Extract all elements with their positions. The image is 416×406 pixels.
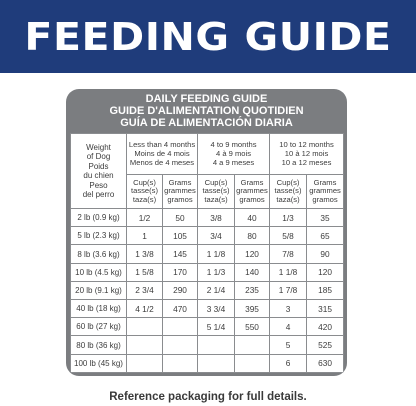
feeding-table: Weight of Dog Poids du chien Peso del pe… (70, 132, 345, 374)
grams-cell (162, 353, 198, 374)
grams-cell: 470 (162, 299, 198, 319)
cups-cell: 1 1/8 (269, 262, 308, 282)
card-title-line: GUÍA DE ALIMENTACIÓN DIARIA (120, 117, 293, 129)
cups-header: Cup(s) tasse(s) taza(s) (197, 173, 235, 210)
table-row: 100 lb (45 kg) 6 630 (70, 353, 345, 374)
grams-cell: 140 (233, 262, 271, 282)
table-row: 2 lb (0.9 kg) 1/2 50 3/8 40 1/3 35 (70, 208, 345, 228)
grams-cell: 630 (306, 353, 345, 374)
grams-header: Grams grammes gramos (306, 173, 345, 210)
cups-cell: 5/8 (269, 226, 308, 246)
table-row: 8 lb (3.6 kg) 1 3/8 145 1 1/8 120 7/8 90 (70, 244, 345, 264)
grams-cell: 290 (162, 280, 198, 301)
card-title-line: GUIDE D'ALIMENTATION QUOTIDIEN (109, 105, 304, 117)
cups-cell (126, 317, 163, 337)
cups-cell: 3 (269, 299, 308, 319)
cups-cell: 4 1/2 (126, 299, 163, 319)
weight-cell: 100 lb (45 kg) (70, 353, 127, 374)
card-title-line: DAILY FEEDING GUIDE (145, 93, 268, 105)
grams-cell (162, 317, 198, 337)
cups-cell: 5 1/4 (197, 317, 235, 337)
cups-cell: 3/4 (197, 226, 235, 246)
footer-note: Reference packaging for full details. (109, 391, 307, 403)
grams-header: Grams grammes gramos (162, 173, 198, 210)
cups-cell: 1 7/8 (269, 280, 308, 301)
cups-header: Cup(s) tasse(s) taza(s) (269, 173, 308, 210)
table-row: 20 lb (9.1 kg) 2 3/4 290 2 1/4 235 1 7/8 185 (70, 280, 345, 301)
grams-cell: 395 (233, 299, 271, 319)
cups-cell: 5 (269, 335, 308, 355)
age-group-header: 10 to 12 months 10 à 12 mois 10 a 12 mes… (269, 133, 345, 175)
cups-cell: 1 5/8 (126, 262, 163, 282)
grams-cell (233, 335, 271, 355)
table-row: 5 lb (2.3 kg) 1 105 3/4 80 5/8 65 (70, 226, 345, 246)
grams-cell: 120 (233, 244, 271, 264)
table-row: 40 lb (18 kg) 4 1/2 470 3 3/4 395 3 315 (70, 299, 345, 319)
table-row: 80 lb (36 kg) 5 525 (70, 335, 345, 355)
cups-header: Cup(s) tasse(s) taza(s) (126, 173, 163, 210)
weight-cell: 40 lb (18 kg) (70, 299, 127, 319)
weight-cell: 5 lb (2.3 kg) (70, 226, 127, 246)
cups-cell (197, 335, 235, 355)
cups-cell: 2 3/4 (126, 280, 163, 301)
grams-cell: 170 (162, 262, 198, 282)
cups-cell: 1/2 (126, 208, 163, 228)
banner: FEEDING GUIDE (0, 0, 416, 73)
weight-cell: 10 lb (4.5 kg) (70, 262, 127, 282)
grams-cell: 235 (233, 280, 271, 301)
grams-cell: 525 (306, 335, 345, 355)
cups-cell: 1 (126, 226, 163, 246)
weight-cell: 60 lb (27 kg) (70, 317, 127, 337)
grams-cell: 420 (306, 317, 345, 337)
grams-cell: 315 (306, 299, 345, 319)
table-row: 10 lb (4.5 kg) 1 5/8 170 1 1/3 140 1 1/8 120 (70, 262, 345, 282)
grams-header: Grams grammes gramos (233, 173, 271, 210)
weight-cell: 2 lb (0.9 kg) (70, 208, 127, 228)
weight-cell: 80 lb (36 kg) (70, 335, 127, 355)
banner-title: FEEDING GUIDE (24, 14, 392, 59)
cups-cell: 1 1/8 (197, 244, 235, 264)
grams-cell: 105 (162, 226, 198, 246)
weight-cell: 20 lb (9.1 kg) (70, 280, 127, 301)
grams-cell: 40 (233, 208, 271, 228)
grams-cell: 50 (162, 208, 198, 228)
grams-cell: 185 (306, 280, 345, 301)
cups-cell (126, 335, 163, 355)
cups-cell: 7/8 (269, 244, 308, 264)
cups-cell: 2 1/4 (197, 280, 235, 301)
card-title: DAILY FEEDING GUIDE GUIDE D'ALIMENTATION… (70, 89, 343, 133)
grams-cell: 550 (233, 317, 271, 337)
grams-cell: 65 (306, 226, 345, 246)
grams-cell: 145 (162, 244, 198, 264)
cups-cell (197, 353, 235, 374)
cups-cell (126, 353, 163, 374)
cups-cell: 3/8 (197, 208, 235, 228)
cups-cell: 6 (269, 353, 308, 374)
cups-cell: 1 3/8 (126, 244, 163, 264)
feeding-guide-card: DAILY FEEDING GUIDE GUIDE D'ALIMENTATION… (66, 89, 347, 376)
cups-cell: 4 (269, 317, 308, 337)
grams-cell (233, 353, 271, 374)
cups-cell: 1 1/3 (197, 262, 235, 282)
age-group-header: 4 to 9 months 4 à 9 mois 4 a 9 meses (196, 133, 271, 175)
weight-cell: 8 lb (3.6 kg) (70, 244, 127, 264)
grams-cell: 90 (306, 244, 345, 264)
cups-cell: 1/3 (269, 208, 308, 228)
weight-column-header: Weight of Dog Poids du chien Peso del pe… (70, 132, 127, 210)
age-group-header: Less than 4 months Moins de 4 mois Menos… (126, 133, 198, 175)
grams-cell: 80 (233, 226, 271, 246)
grams-cell: 35 (306, 208, 345, 228)
grams-cell: 120 (306, 262, 345, 282)
grams-cell (162, 335, 198, 355)
cups-cell: 3 3/4 (197, 299, 235, 319)
table-row: 60 lb (27 kg) 5 1/4 550 4 420 (70, 317, 345, 337)
